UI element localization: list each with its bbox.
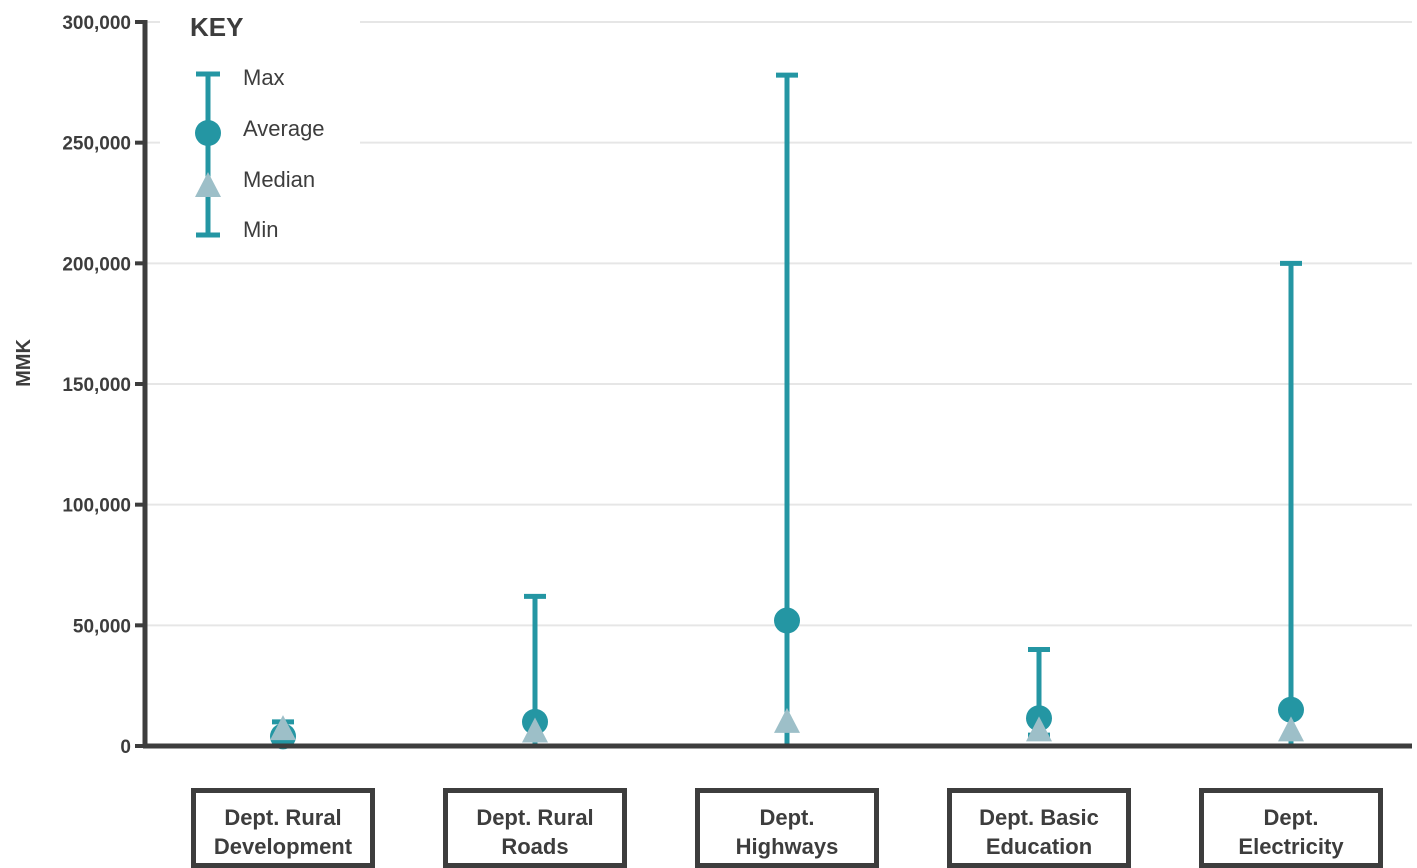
legend-label-median: Median (243, 167, 315, 192)
x-tick-label: Dept. Electricity (1238, 805, 1344, 859)
category-box: Dept. Highways (695, 788, 879, 868)
legend-label-max: Max (243, 65, 285, 90)
legend-background (160, 0, 360, 250)
average-point (774, 607, 800, 634)
legend-title: KEY (190, 12, 243, 42)
x-tick-label: Dept. Basic Education (979, 805, 1099, 859)
y-tick-label: 0 (120, 737, 131, 758)
median-point (1278, 716, 1304, 742)
median-point (522, 717, 548, 743)
category-box: Dept. Basic Education (947, 788, 1131, 868)
median-point (1026, 716, 1052, 742)
x-tick-label: Dept. Rural Development (213, 805, 353, 859)
category-box: Dept. Electricity (1199, 788, 1383, 868)
y-axis-label: MMK (13, 339, 35, 387)
legend-label-average: Average (243, 116, 325, 141)
legend-median-triangle (195, 172, 221, 197)
median-point (774, 707, 800, 733)
category-box: Dept. Rural Roads (443, 788, 627, 868)
legend-average-dot (195, 120, 221, 146)
x-tick-label: Dept. Rural Roads (476, 805, 594, 859)
legend: KEY Max Average Median Min (160, 0, 360, 250)
y-tick-label: 200,000 (62, 254, 131, 275)
y-tick-label: 150,000 (62, 375, 131, 396)
y-axis-ticks: 0 50,000 100,000 150,000 200,000 250,000 300,0… (62, 13, 145, 758)
y-tick-label: 50,000 (73, 616, 131, 637)
data-marks (270, 72, 1304, 750)
category-box: Dept. Rural Development (191, 788, 375, 868)
y-tick-label: 250,000 (62, 134, 131, 155)
y-tick-label: 300,000 (62, 13, 131, 34)
y-tick-label: 100,000 (62, 496, 131, 517)
average-point (1278, 696, 1304, 723)
x-tick-label: Dept. Highways (735, 805, 839, 859)
legend-label-min: Min (243, 217, 278, 242)
median-point (270, 715, 296, 741)
